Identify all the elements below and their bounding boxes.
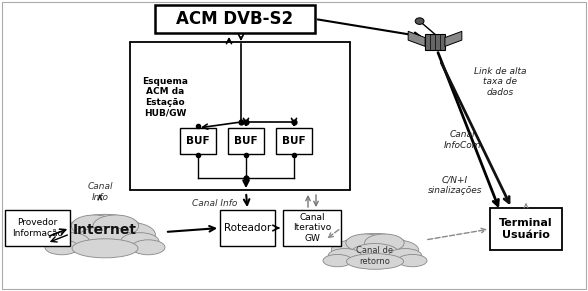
Bar [228, 128, 264, 154]
Text: Canal
Iterativo
GW: Canal Iterativo GW [293, 213, 331, 243]
Ellipse shape [398, 254, 427, 267]
Polygon shape [445, 31, 462, 46]
Ellipse shape [72, 239, 138, 258]
Ellipse shape [389, 249, 422, 263]
Bar [425, 34, 445, 50]
Ellipse shape [323, 254, 352, 267]
Bar [276, 128, 312, 154]
Text: Canal Info: Canal Info [192, 198, 238, 207]
Text: Provedor
Informação: Provedor Informação [12, 218, 63, 238]
Ellipse shape [341, 233, 409, 262]
Ellipse shape [365, 234, 404, 252]
Text: Link de alta
taxa de
dados: Link de alta taxa de dados [474, 67, 526, 97]
Ellipse shape [350, 244, 400, 265]
Text: BUF: BUF [282, 136, 306, 146]
Bar [220, 210, 275, 246]
Ellipse shape [121, 233, 159, 250]
Ellipse shape [375, 240, 419, 260]
Ellipse shape [346, 253, 403, 269]
Bar [490, 208, 562, 250]
Text: Canal de
retorno: Canal de retorno [356, 246, 393, 266]
Text: ACM DVB-S2: ACM DVB-S2 [176, 10, 293, 28]
Ellipse shape [55, 223, 105, 247]
Text: Esquema
ACM da
Estação
HUB/GW: Esquema ACM da Estação HUB/GW [142, 77, 188, 117]
Text: BUF: BUF [186, 136, 210, 146]
Text: BUF: BUF [234, 136, 258, 146]
Ellipse shape [45, 240, 79, 255]
Ellipse shape [105, 223, 155, 247]
Bar [155, 5, 315, 33]
Ellipse shape [415, 18, 424, 24]
Ellipse shape [131, 240, 165, 255]
Ellipse shape [331, 240, 375, 260]
Text: C/N+I
sinalizações: C/N+I sinalizações [427, 175, 482, 195]
Ellipse shape [71, 215, 117, 237]
Text: Canal
InfoCom: Canal InfoCom [443, 130, 481, 150]
Polygon shape [408, 31, 425, 46]
Ellipse shape [93, 215, 139, 237]
Bar [5, 210, 70, 246]
Text: Canal
Info: Canal Info [87, 182, 113, 202]
Bar [180, 128, 216, 154]
Ellipse shape [66, 214, 144, 250]
Text: Internet: Internet [73, 223, 137, 237]
Text: Terminal
Usuário: Terminal Usuário [499, 218, 553, 240]
Ellipse shape [51, 233, 89, 250]
Bar [130, 42, 350, 190]
Bar [283, 210, 341, 246]
Text: Roteador: Roteador [224, 223, 271, 233]
Ellipse shape [76, 227, 134, 252]
Ellipse shape [328, 249, 362, 263]
Ellipse shape [346, 234, 385, 252]
